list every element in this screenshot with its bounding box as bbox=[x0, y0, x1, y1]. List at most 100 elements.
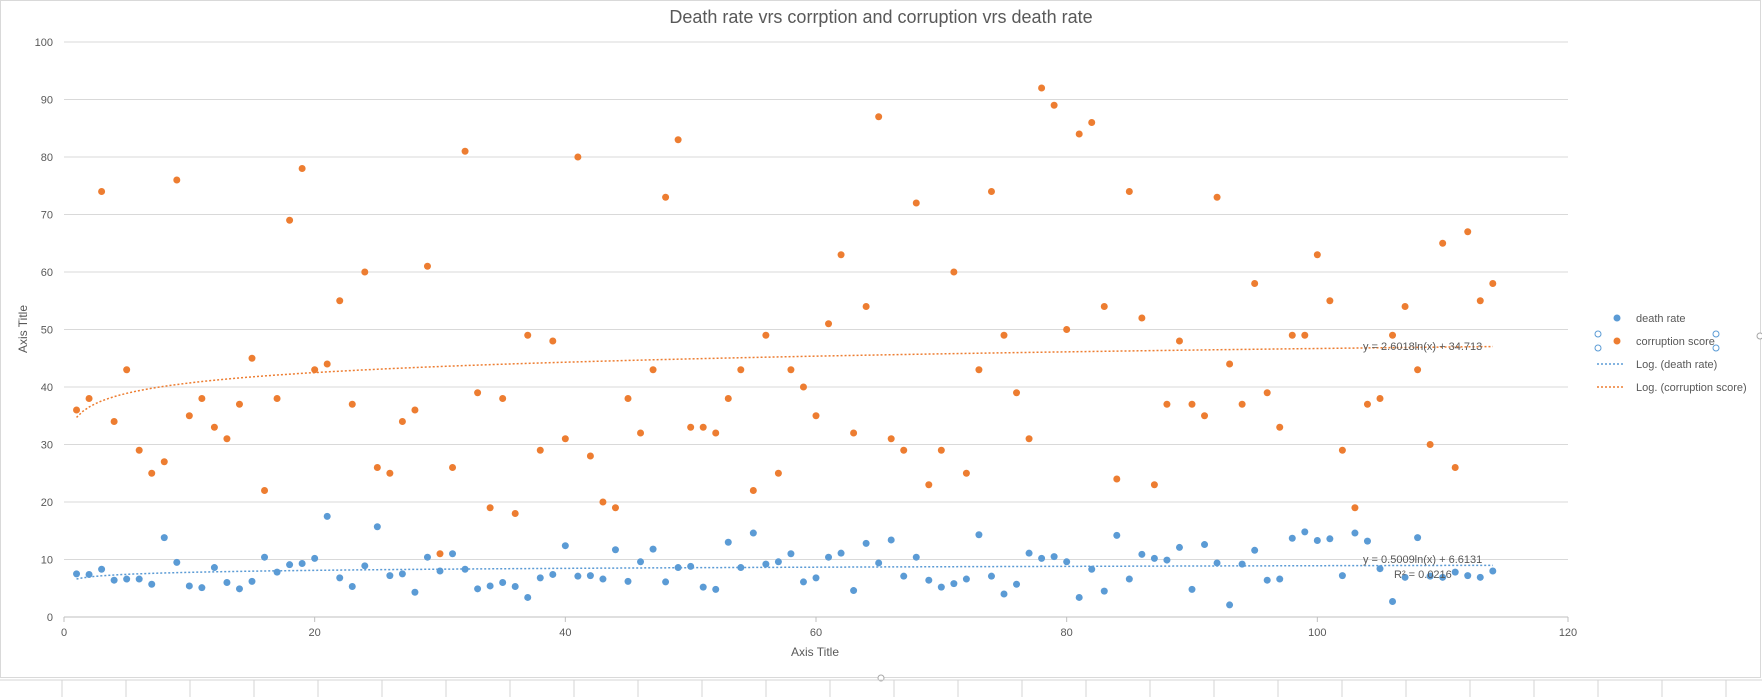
corruption-score-point bbox=[273, 395, 281, 402]
death-rate-point bbox=[1025, 549, 1033, 557]
death-rate-point bbox=[975, 531, 983, 539]
corruption-score-point bbox=[1088, 119, 1096, 126]
corruption-score-point bbox=[611, 504, 619, 512]
death-rate-point bbox=[787, 550, 795, 558]
death-rate-point bbox=[561, 542, 569, 550]
corruption-score-point bbox=[461, 147, 469, 155]
death-rate-point bbox=[1163, 556, 1171, 564]
corruption-score-point bbox=[637, 429, 645, 437]
corruption-score-point bbox=[1000, 331, 1008, 339]
corruption-score-point bbox=[110, 418, 118, 425]
death-rate-point bbox=[937, 583, 945, 591]
death-rate-point bbox=[599, 575, 607, 583]
chart-handle-right-middle[interactable] bbox=[1756, 332, 1762, 340]
death-rate-point bbox=[862, 539, 870, 547]
trendline-1 bbox=[76, 345, 1493, 418]
death-rate-point bbox=[248, 577, 256, 585]
corruption-score-point bbox=[524, 331, 532, 339]
death-rate-point bbox=[712, 585, 720, 593]
corruption-score-point bbox=[699, 423, 707, 431]
death-rate-point bbox=[586, 572, 594, 580]
death-rate-point bbox=[1389, 597, 1397, 605]
corruption-score-point bbox=[774, 469, 782, 477]
death-rate-point bbox=[123, 575, 131, 583]
death-rate-point bbox=[1201, 541, 1209, 549]
death-rate-point bbox=[887, 536, 895, 544]
corruption-score-point bbox=[950, 268, 958, 276]
chart-border bbox=[0, 0, 1761, 678]
corruption-score-point bbox=[1188, 400, 1196, 408]
death-rate-point bbox=[1376, 565, 1384, 573]
death-rate-point bbox=[950, 580, 958, 588]
corruption-score-point bbox=[1063, 326, 1071, 333]
death-rate-point bbox=[223, 579, 231, 586]
gridlines bbox=[64, 41, 1568, 560]
death-rate-point bbox=[348, 583, 356, 591]
corruption-score-point bbox=[1389, 331, 1397, 339]
legend[interactable]: death rate corruption score Log. (death … bbox=[1594, 313, 1747, 394]
death-rate-point bbox=[1288, 534, 1296, 542]
corruption-score-point bbox=[887, 435, 895, 443]
death-rate-point bbox=[762, 560, 770, 568]
death-rate-point bbox=[1476, 573, 1484, 581]
death-rate-point bbox=[210, 564, 218, 572]
death-rate-point bbox=[1138, 550, 1146, 558]
death-rate-point bbox=[1351, 529, 1359, 537]
death-rate-point bbox=[875, 559, 883, 567]
corruption-score-point bbox=[286, 216, 294, 224]
death-rate-point bbox=[987, 572, 995, 580]
corruption-score-point bbox=[687, 423, 695, 431]
x-tick-label: 100 bbox=[1308, 627, 1326, 639]
death-rate-point bbox=[799, 578, 807, 586]
y-tick-label: 0 bbox=[47, 612, 53, 624]
legend-handle-bottom-right[interactable] bbox=[1712, 344, 1720, 352]
corruption-score-point bbox=[298, 165, 306, 172]
death-rate-point bbox=[1150, 554, 1158, 562]
corruption-score-point bbox=[361, 268, 369, 276]
death-rate-point bbox=[110, 576, 118, 584]
death-rate-point bbox=[198, 584, 206, 592]
death-rate-point bbox=[624, 577, 632, 585]
axes: 0 10 20 30 40 50 60 70 80 90 100 0 20 40 60 80 100 120 bbox=[35, 37, 1578, 639]
corruption-score-point bbox=[85, 395, 93, 402]
death-rate-point bbox=[1213, 559, 1221, 567]
death-rate-point bbox=[825, 553, 833, 561]
legend-handle-top-left[interactable] bbox=[1594, 330, 1602, 338]
corruption-score-point bbox=[1213, 193, 1221, 201]
corruption-score-point bbox=[311, 366, 319, 374]
legend-label-death-rate: death rate bbox=[1636, 313, 1686, 325]
death-rate-point bbox=[361, 562, 369, 570]
legend-label-log-corruption-score: Log. (corruption score) bbox=[1636, 382, 1747, 394]
corruption-score-point bbox=[875, 113, 883, 121]
death-rate-point bbox=[1088, 565, 1096, 573]
death-rate-point bbox=[1000, 590, 1008, 598]
spreadsheet-cell-grid bbox=[0, 679, 1762, 697]
corruption-score-point bbox=[762, 331, 770, 339]
corruption-score-point bbox=[73, 406, 81, 414]
legend-handle-bottom-left[interactable] bbox=[1594, 344, 1602, 352]
corruption-score-point bbox=[586, 452, 594, 460]
corruption-score-point bbox=[937, 446, 945, 454]
death-rate-trendline-equation: y = 0.5009ln(x) + 6.6131 bbox=[1363, 554, 1482, 566]
legend-marker-corruption-score bbox=[1613, 337, 1621, 345]
death-rate-point bbox=[699, 583, 707, 591]
death-rate-point bbox=[411, 588, 419, 596]
corruption-score-point bbox=[1013, 389, 1021, 397]
legend-handle-top-right[interactable] bbox=[1712, 330, 1720, 338]
death-rate-point bbox=[737, 564, 745, 572]
corruption-score-point bbox=[1163, 400, 1171, 408]
corruption-score-point bbox=[825, 320, 833, 328]
corruption-score-point bbox=[1363, 400, 1371, 408]
corruption-score-point bbox=[148, 469, 156, 477]
death-rate-point bbox=[1188, 585, 1196, 593]
corruption-score-point bbox=[1113, 475, 1121, 483]
corruption-score-point bbox=[123, 366, 131, 374]
death-rate-point bbox=[1175, 543, 1183, 551]
corruption-score-point bbox=[975, 366, 983, 374]
death-rate-point bbox=[1100, 587, 1108, 595]
death-rate-point bbox=[1464, 572, 1472, 580]
death-rate-point bbox=[235, 585, 243, 593]
death-rate-point bbox=[148, 580, 156, 588]
death-rate-point bbox=[436, 567, 444, 575]
